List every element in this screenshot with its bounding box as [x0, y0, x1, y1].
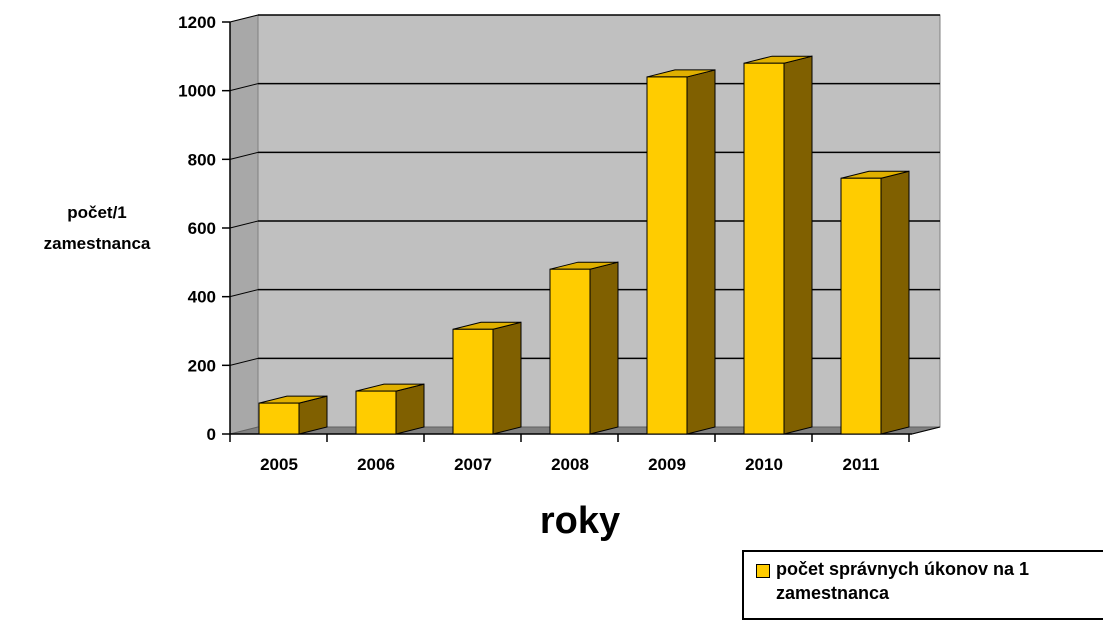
x-tick-label: 2009 [648, 455, 686, 474]
legend-label: počet správnych úkonov na 1 zamestnanca [776, 559, 1030, 603]
y-tick-label: 200 [188, 356, 216, 375]
bar-front [258, 402, 300, 435]
y-tick-label: 1200 [178, 13, 216, 32]
y-tick-label: 800 [188, 150, 216, 169]
gridline-side [229, 151, 259, 160]
bar [549, 261, 619, 435]
y-tick-labels: 0 200 400 600 800 1000 1200 [178, 13, 216, 444]
bar [646, 69, 716, 435]
bar-front [549, 268, 591, 435]
bar-front [840, 177, 882, 435]
y-axis-title-line-1: počet/1 [67, 203, 127, 222]
gridline-side [229, 220, 259, 229]
y-axis-title: počet/1 zamestnanca [22, 197, 172, 259]
bar-side [880, 170, 910, 435]
legend-swatch [756, 564, 770, 578]
y-tick-label: 400 [188, 288, 216, 307]
bar-side [783, 55, 813, 435]
bar-side [395, 383, 425, 435]
gridline-side [229, 289, 259, 298]
bar-front [452, 328, 494, 435]
gridline-side [229, 14, 259, 23]
y-tick-label: 1000 [178, 82, 216, 101]
y-tick-label: 0 [207, 425, 216, 444]
bar [452, 321, 522, 435]
gridline-side [229, 83, 259, 92]
x-axis-title: roky [539, 500, 621, 542]
bar-side [492, 321, 522, 435]
x-tick-label: 2008 [551, 455, 589, 474]
bar [355, 383, 425, 435]
bar-front [646, 76, 688, 435]
x-tick-label: 2010 [745, 455, 783, 474]
x-tick-label: 2007 [454, 455, 492, 474]
bar-front [355, 390, 397, 435]
bars [258, 55, 910, 435]
x-axis-depth-line [911, 426, 941, 435]
bar [743, 55, 813, 435]
x-tick-label: 2011 [843, 455, 880, 474]
bar-front [743, 62, 785, 435]
bar [840, 170, 910, 435]
bar [258, 395, 328, 435]
bar-side [686, 69, 716, 435]
x-tick-label: 2005 [260, 455, 298, 474]
y-axis-title-line-2: zamestnanca [43, 234, 151, 253]
legend: počet správnych úkonov na 1 zamestnanca [742, 550, 1103, 620]
x-tick-label: 2006 [357, 455, 395, 474]
gridline-side [229, 357, 259, 366]
bar-side [589, 261, 619, 435]
y-tick-label: 600 [188, 219, 216, 238]
x-tick-labels: 2005 2006 2007 2008 2009 2010 2011 [260, 455, 879, 474]
